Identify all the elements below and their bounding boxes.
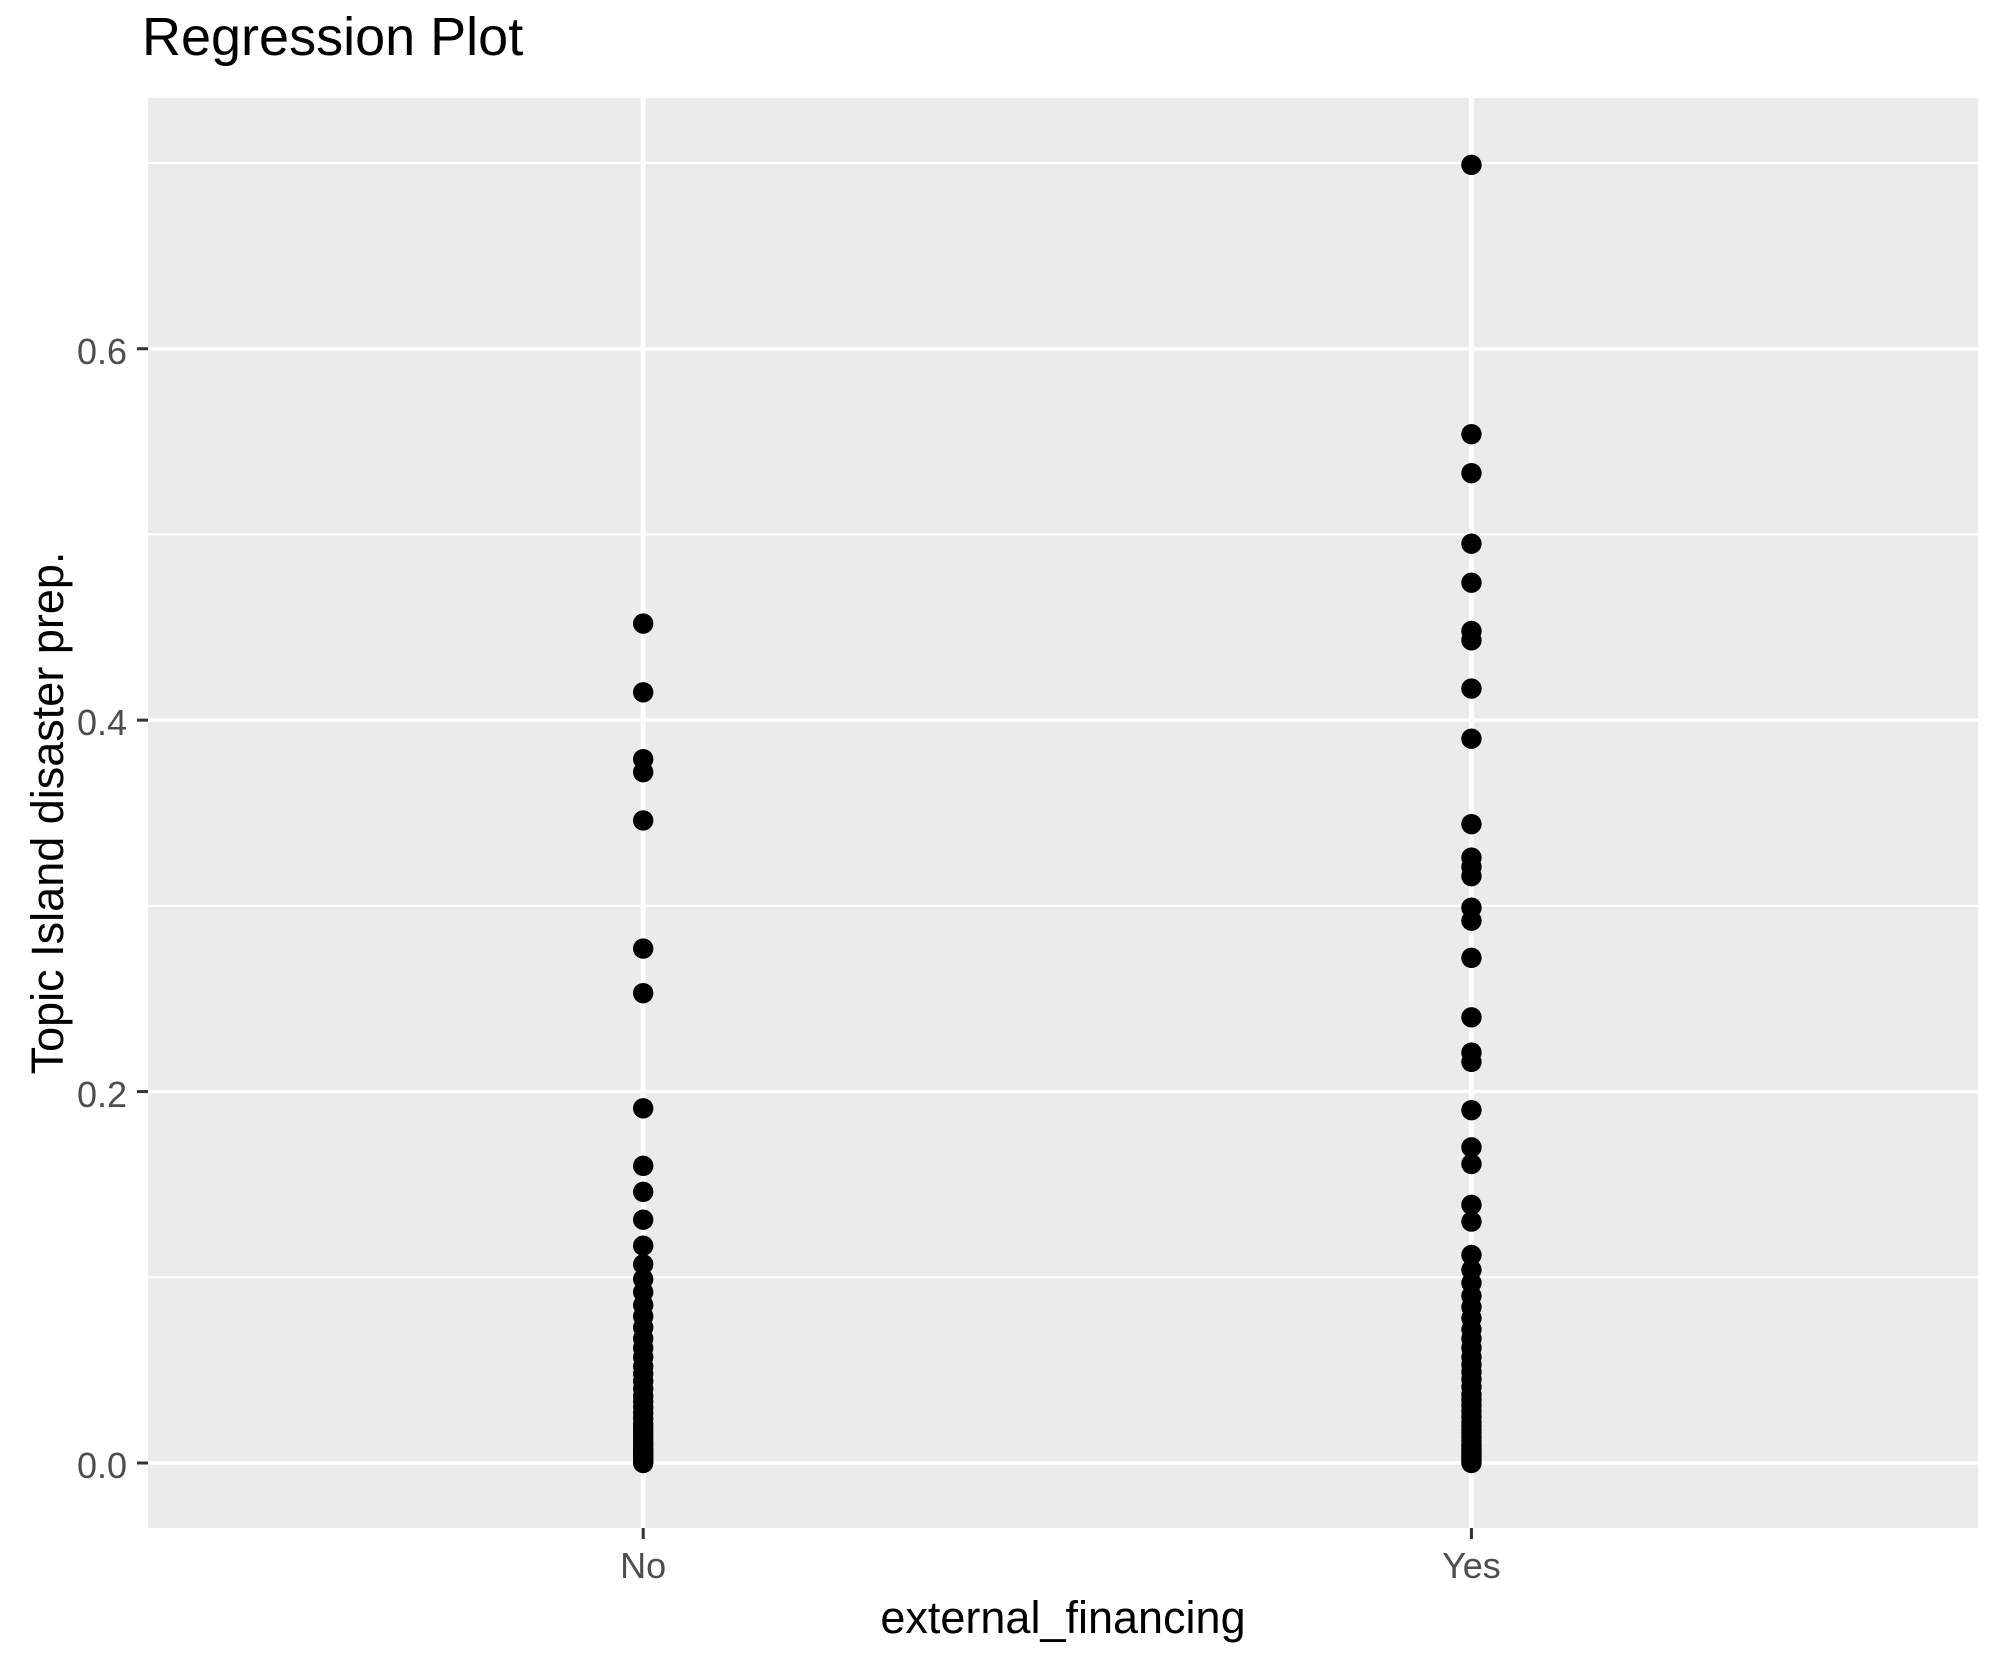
data-point: [1461, 1051, 1482, 1073]
data-point: [1461, 865, 1482, 887]
data-point: [1461, 1211, 1482, 1232]
x-tick-label: Yes: [1442, 1545, 1501, 1586]
data-point: [1461, 533, 1482, 554]
data-point: [1461, 947, 1482, 969]
y-axis-title: Topic Island disaster prep.: [22, 551, 73, 1075]
y-tick-label: 0.2: [76, 1073, 127, 1115]
data-point: [632, 1452, 654, 1474]
data-point: [632, 1155, 654, 1177]
y-tick-label: 0.4: [76, 702, 127, 744]
data-point: [632, 761, 654, 783]
data-point: [1461, 1137, 1482, 1158]
data-point: [632, 938, 654, 959]
data-point: [632, 1235, 654, 1256]
data-point: [632, 1098, 654, 1119]
data-point: [632, 810, 654, 831]
data-point: [1461, 462, 1482, 484]
plot-title: Regression Plot: [142, 7, 524, 67]
data-point: [632, 1254, 654, 1275]
y-tick-label: 0.6: [76, 330, 127, 372]
data-point: [1461, 154, 1482, 176]
data-point: [1461, 1007, 1482, 1028]
data-point: [1461, 678, 1482, 699]
data-point: [1461, 813, 1482, 835]
data-point: [1461, 572, 1482, 593]
x-tick-label: No: [620, 1545, 667, 1586]
data-point: [632, 1209, 654, 1230]
plot-panel: [148, 98, 1978, 1528]
data-point: [1461, 1244, 1482, 1266]
data-point: [1461, 728, 1482, 749]
data-point: [632, 982, 654, 1004]
data-point: [632, 613, 654, 634]
data-point: [632, 682, 654, 703]
data-point: [1461, 1099, 1482, 1121]
data-point: [632, 1181, 654, 1203]
x-axis-title: external_financing: [880, 1592, 1246, 1643]
data-point: [1461, 630, 1482, 651]
data-point: [1461, 1153, 1482, 1175]
data-point: [1461, 423, 1482, 445]
data-point: [1461, 1452, 1482, 1474]
data-point: [1461, 1194, 1482, 1216]
data-point: [1461, 910, 1482, 931]
y-tick-label: 0.0: [76, 1445, 127, 1486]
